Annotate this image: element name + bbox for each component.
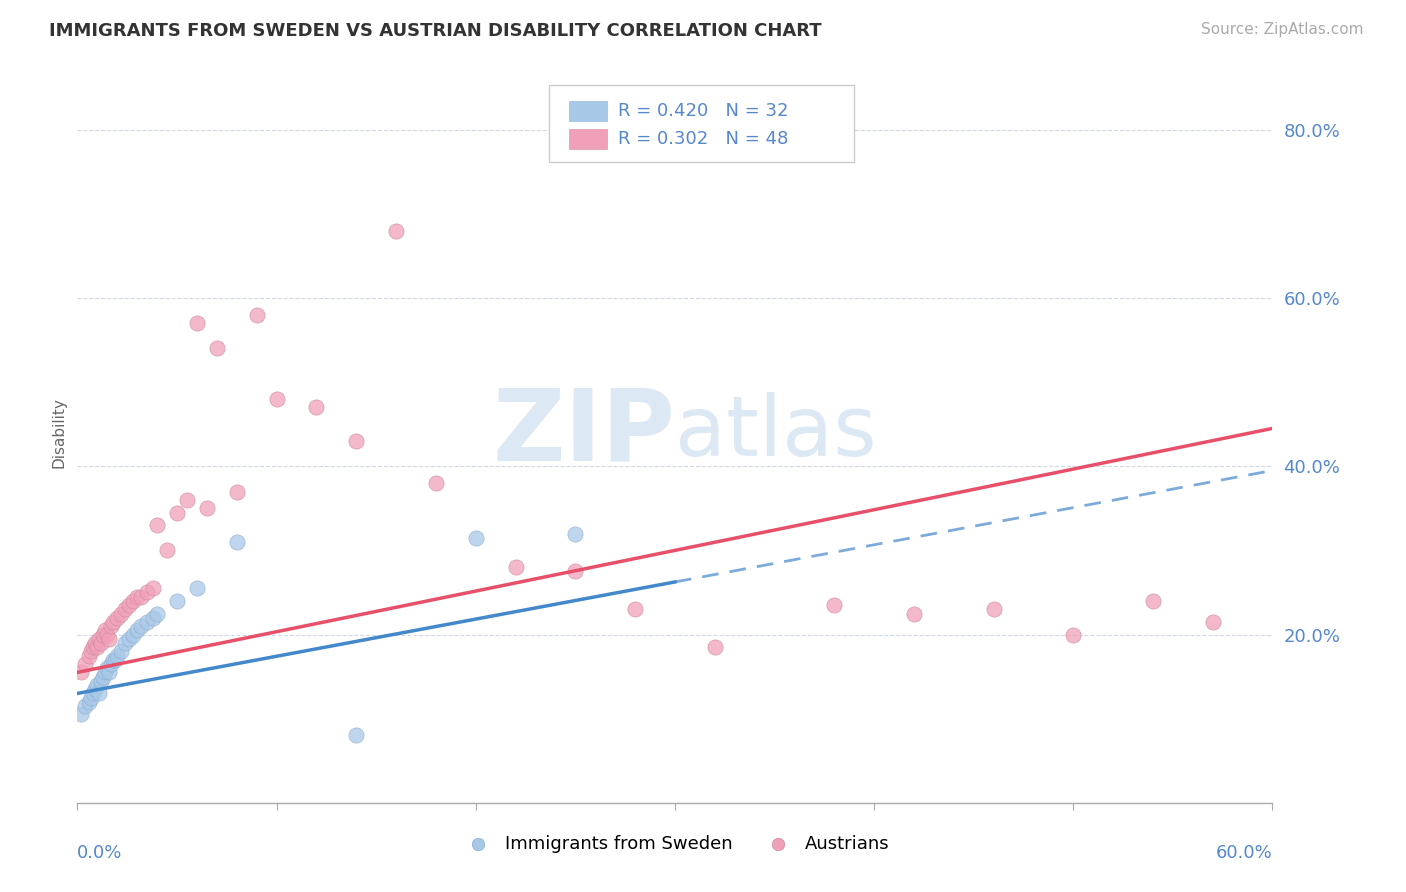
Point — [118, 632, 141, 646]
Legend: Immigrants from Sweden, Austrians: Immigrants from Sweden, Austrians — [453, 828, 897, 861]
FancyBboxPatch shape — [568, 101, 607, 120]
Point — [103, 615, 124, 629]
Point — [176, 492, 198, 507]
Point — [96, 627, 118, 641]
Point — [142, 581, 165, 595]
Text: 60.0%: 60.0% — [1216, 844, 1272, 862]
Point — [75, 657, 97, 671]
Point — [70, 665, 93, 680]
Y-axis label: Disability: Disability — [51, 397, 66, 468]
Point — [305, 401, 328, 415]
Point — [89, 632, 111, 646]
Point — [79, 695, 101, 709]
Point — [91, 627, 114, 641]
Point — [564, 526, 586, 541]
Point — [166, 506, 188, 520]
FancyBboxPatch shape — [568, 128, 607, 149]
Point — [94, 665, 117, 680]
Point — [86, 678, 108, 692]
Point — [98, 665, 121, 680]
Point — [100, 657, 122, 671]
Point — [89, 686, 111, 700]
Point — [91, 670, 114, 684]
Point — [225, 484, 247, 499]
Point — [136, 615, 159, 629]
Point — [156, 543, 179, 558]
Point — [122, 627, 145, 641]
Point — [246, 308, 269, 322]
Point — [79, 648, 101, 663]
Point — [136, 585, 159, 599]
Point — [385, 224, 408, 238]
Point — [1062, 627, 1084, 641]
Point — [100, 619, 122, 633]
Point — [104, 653, 127, 667]
Point — [129, 590, 152, 604]
Point — [90, 673, 112, 688]
Point — [225, 535, 247, 549]
Point — [103, 653, 124, 667]
Point — [82, 686, 104, 700]
Point — [983, 602, 1005, 616]
Point — [86, 640, 108, 655]
Point — [127, 624, 149, 638]
Text: atlas: atlas — [675, 392, 876, 473]
Point — [110, 644, 132, 658]
Point — [505, 560, 527, 574]
Point — [146, 518, 169, 533]
Point — [129, 619, 152, 633]
Text: R = 0.420   N = 32: R = 0.420 N = 32 — [617, 102, 787, 120]
Text: R = 0.302   N = 48: R = 0.302 N = 48 — [617, 129, 787, 148]
Point — [80, 644, 103, 658]
Point — [90, 636, 112, 650]
Point — [114, 636, 136, 650]
Point — [75, 699, 97, 714]
Text: 0.0%: 0.0% — [77, 844, 122, 862]
Point — [127, 590, 149, 604]
Point — [96, 661, 118, 675]
Point — [84, 636, 107, 650]
Point — [94, 624, 117, 638]
FancyBboxPatch shape — [550, 85, 855, 162]
Point — [84, 682, 107, 697]
Point — [464, 531, 486, 545]
Point — [624, 602, 647, 616]
Point — [114, 602, 136, 616]
Text: IMMIGRANTS FROM SWEDEN VS AUSTRIAN DISABILITY CORRELATION CHART: IMMIGRANTS FROM SWEDEN VS AUSTRIAN DISAB… — [49, 22, 823, 40]
Point — [564, 565, 586, 579]
Point — [122, 594, 145, 608]
Point — [105, 610, 128, 624]
Point — [1142, 594, 1164, 608]
Point — [205, 342, 228, 356]
Point — [186, 581, 208, 595]
Point — [266, 392, 288, 406]
Point — [425, 476, 447, 491]
Point — [186, 316, 208, 330]
Point — [903, 607, 925, 621]
Point — [70, 707, 93, 722]
Point — [105, 648, 128, 663]
Point — [142, 610, 165, 624]
Point — [166, 594, 188, 608]
Point — [344, 729, 367, 743]
Point — [195, 501, 218, 516]
Point — [146, 607, 169, 621]
Point — [110, 607, 132, 621]
Point — [344, 434, 367, 448]
Point — [98, 632, 121, 646]
Point — [82, 640, 104, 655]
Point — [823, 598, 845, 612]
Point — [80, 690, 103, 705]
Point — [703, 640, 725, 655]
Point — [118, 598, 141, 612]
Point — [1201, 615, 1223, 629]
Text: ZIP: ZIP — [492, 384, 675, 481]
Text: Source: ZipAtlas.com: Source: ZipAtlas.com — [1201, 22, 1364, 37]
